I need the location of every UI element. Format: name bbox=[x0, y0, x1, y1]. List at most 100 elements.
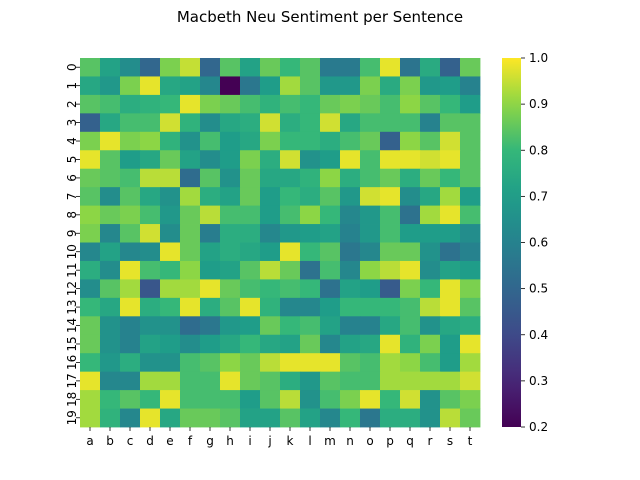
heatmap-cell bbox=[140, 242, 161, 262]
heatmap-cell bbox=[180, 279, 201, 299]
heatmap-cell bbox=[80, 390, 101, 409]
heatmap-cell bbox=[140, 58, 161, 77]
heatmap-cell bbox=[380, 94, 401, 114]
heatmap-cell bbox=[380, 242, 401, 262]
heatmap-cell bbox=[80, 297, 101, 317]
heatmap-cell bbox=[420, 242, 441, 262]
x-tick-label: b bbox=[106, 434, 114, 448]
heatmap-cell bbox=[420, 58, 441, 77]
heatmap-cell bbox=[260, 353, 281, 373]
heatmap-cell bbox=[200, 260, 221, 280]
heatmap-cell bbox=[280, 150, 301, 170]
heatmap-cell bbox=[280, 371, 301, 391]
heatmap-cell bbox=[180, 187, 201, 206]
heatmap-cell bbox=[320, 260, 341, 280]
heatmap-cell bbox=[180, 316, 201, 336]
heatmap-cell bbox=[100, 76, 121, 96]
heatmap-cell bbox=[220, 390, 241, 409]
heatmap-cell bbox=[300, 205, 321, 225]
heatmap-cell bbox=[120, 408, 141, 428]
heatmap-cell bbox=[160, 58, 181, 77]
heatmap-cell bbox=[120, 260, 141, 280]
heatmap-cell bbox=[360, 371, 381, 391]
heatmap-cell bbox=[460, 297, 481, 317]
heatmap-cell bbox=[340, 58, 361, 77]
heatmap-cell bbox=[360, 279, 381, 299]
x-tick-label: p bbox=[386, 434, 394, 448]
heatmap-cell bbox=[440, 205, 461, 225]
y-tick-label: 0 bbox=[65, 63, 79, 71]
heatmap-cell bbox=[280, 131, 301, 151]
heatmap-cell bbox=[140, 297, 161, 317]
heatmap-cell bbox=[120, 279, 141, 299]
y-tick-label: 18 bbox=[65, 392, 79, 407]
heatmap-cell bbox=[220, 408, 241, 428]
heatmap-cell bbox=[180, 113, 201, 133]
heatmap-cell bbox=[140, 371, 161, 391]
heatmap-cell bbox=[440, 371, 461, 391]
heatmap-cell bbox=[140, 279, 161, 299]
heatmap-cell bbox=[440, 390, 461, 409]
heatmap-cell bbox=[280, 76, 301, 96]
y-tick-label: 17 bbox=[65, 373, 79, 388]
heatmap-cell bbox=[160, 224, 181, 243]
heatmap-cell bbox=[300, 279, 321, 299]
heatmap-cell bbox=[300, 353, 321, 373]
heatmap-cell bbox=[440, 131, 461, 151]
heatmap-cell bbox=[380, 316, 401, 336]
heatmap-cell bbox=[340, 187, 361, 206]
heatmap-cell bbox=[440, 168, 461, 188]
heatmap-cell bbox=[420, 94, 441, 114]
heatmap-cell bbox=[200, 113, 221, 133]
heatmap-cell bbox=[420, 76, 441, 96]
heatmap-cell bbox=[100, 297, 121, 317]
heatmap-cell bbox=[280, 316, 301, 336]
heatmap-cell bbox=[160, 390, 181, 409]
heatmap-cell bbox=[220, 371, 241, 391]
y-tick-label: 4 bbox=[65, 137, 79, 145]
heatmap-cell bbox=[280, 334, 301, 354]
heatmap-cell bbox=[460, 58, 481, 77]
heatmap-cell bbox=[400, 94, 421, 114]
heatmap-cell bbox=[360, 76, 381, 96]
x-tick-label: o bbox=[366, 434, 373, 448]
heatmap-cell bbox=[360, 94, 381, 114]
heatmap-cell bbox=[200, 371, 221, 391]
heatmap-cell bbox=[240, 187, 261, 206]
heatmap-cell bbox=[400, 205, 421, 225]
y-tick-label: 12 bbox=[65, 281, 79, 296]
heatmap-cell bbox=[240, 353, 261, 373]
heatmap-cell bbox=[380, 297, 401, 317]
heatmap-cell bbox=[280, 390, 301, 409]
heatmap-cell bbox=[260, 150, 281, 170]
heatmap-cell bbox=[160, 131, 181, 151]
heatmap-cell bbox=[300, 58, 321, 77]
heatmap-cell bbox=[340, 260, 361, 280]
heatmap-cell bbox=[220, 168, 241, 188]
x-tick-label: q bbox=[406, 434, 414, 448]
heatmap-cell bbox=[140, 260, 161, 280]
colorbar-tick-label: 0.9 bbox=[529, 97, 548, 111]
heatmap-cell bbox=[260, 168, 281, 188]
heatmap-cell bbox=[440, 297, 461, 317]
x-tick-label: e bbox=[166, 434, 173, 448]
heatmap-cell bbox=[400, 390, 421, 409]
heatmap-cell bbox=[260, 260, 281, 280]
heatmap-cell bbox=[180, 224, 201, 243]
heatmap-cell bbox=[180, 76, 201, 96]
heatmap-cell bbox=[240, 242, 261, 262]
heatmap-cell bbox=[340, 408, 361, 428]
heatmap-cell bbox=[340, 279, 361, 299]
heatmap-cell bbox=[320, 113, 341, 133]
y-tick-label: 15 bbox=[65, 336, 79, 351]
heatmap-cell bbox=[440, 113, 461, 133]
heatmap-cell bbox=[420, 297, 441, 317]
heatmap-cell bbox=[240, 76, 261, 96]
y-tick-label: 8 bbox=[65, 211, 79, 219]
heatmap-cell bbox=[400, 131, 421, 151]
heatmap-cell bbox=[400, 150, 421, 170]
x-tick-label: l bbox=[308, 434, 311, 448]
heatmap-cell bbox=[460, 94, 481, 114]
heatmap-cell bbox=[80, 242, 101, 262]
